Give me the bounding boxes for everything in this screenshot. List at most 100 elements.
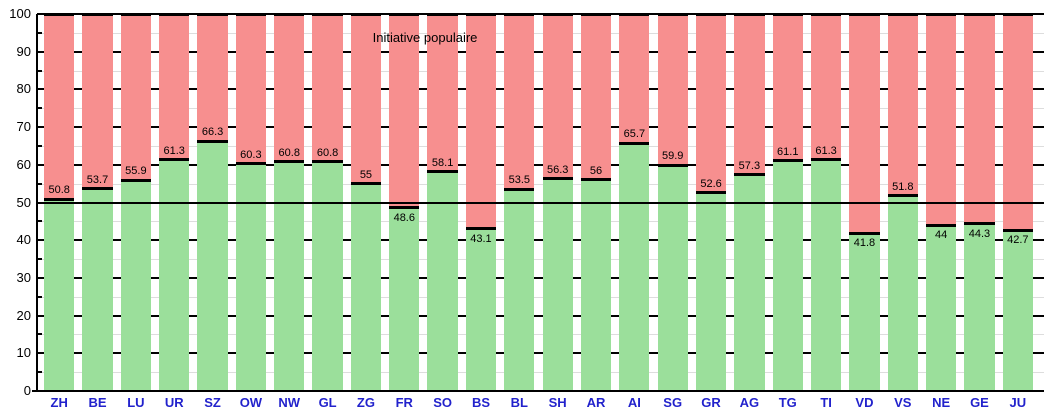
category-label-zg: ZG: [356, 395, 375, 410]
category-label-gr: GR: [701, 395, 721, 410]
y-axis-minor-tick-95: [37, 31, 42, 34]
category-label-ar: AR: [586, 395, 606, 410]
bar-no-segment-fr: [389, 14, 420, 208]
y-tick-label-20: 20: [16, 307, 31, 323]
y-tick-label-50: 50: [16, 194, 31, 210]
x-axis-line: [32, 390, 1044, 392]
category-label-vd: VD: [855, 395, 874, 410]
value-label-bs: 43.1: [470, 232, 492, 245]
y-axis-minor-tick-65: [37, 144, 42, 147]
bar-result-line-sg: [657, 163, 688, 167]
bar-yes-segment-sg: [657, 165, 688, 390]
value-label-zh: 50.8: [48, 184, 70, 197]
bar-yes-segment-sh: [542, 178, 573, 390]
bar-result-line-zh: [44, 197, 75, 201]
bar-yes-segment-ag: [734, 174, 765, 390]
category-label-ag: AG: [739, 395, 760, 410]
category-label-bs: BS: [471, 395, 490, 410]
y-axis-minor-tick-45: [37, 220, 42, 223]
category-label-ju: JU: [1009, 395, 1027, 410]
category-label-fr: FR: [395, 395, 413, 410]
bar-yes-segment-ur: [159, 159, 190, 390]
bar-result-line-ge: [964, 222, 995, 226]
bar-yes-segment-ar: [580, 179, 612, 390]
bar-yes-segment-ti: [810, 159, 842, 390]
major-gridline-60: [37, 163, 1044, 166]
bar-yes-segment-ju: [1002, 230, 1033, 390]
bar-no-segment-tg: [772, 14, 803, 161]
minor-gridline-75: [37, 108, 1044, 110]
bar-no-segment-sh: [542, 14, 573, 179]
category-label-nw: NW: [278, 395, 301, 410]
bar-result-line-gr: [695, 191, 727, 195]
bar-no-segment-ju: [1002, 14, 1033, 231]
category-label-ai: AI: [627, 395, 641, 410]
chart-title: Initiative populaire: [372, 30, 478, 45]
bar-result-line-bl: [504, 187, 535, 191]
y-tick-label-40: 40: [16, 232, 31, 248]
major-gridline-90: [37, 50, 1044, 53]
bar-yes-segment-fr: [389, 207, 420, 390]
category-label-zh: ZH: [50, 395, 68, 410]
bar-result-line-tg: [772, 159, 803, 163]
y-tick-label-10: 10: [16, 345, 31, 361]
value-label-vs: 51.8: [892, 180, 914, 193]
bar-result-line-lu: [120, 178, 151, 182]
y-tick-label-80: 80: [16, 81, 31, 97]
bar-result-line-ne: [925, 223, 957, 227]
y-tick-label-30: 30: [16, 269, 31, 285]
major-gridline-10: [37, 352, 1044, 355]
minor-gridline-5: [37, 372, 1044, 374]
bar-result-line-ai: [619, 141, 650, 145]
minor-gridline-65: [37, 145, 1044, 147]
category-label-sh: SH: [548, 395, 567, 410]
bar-result-line-fr: [389, 206, 420, 210]
value-label-vd: 41.8: [853, 237, 876, 250]
y-axis-minor-tick-55: [37, 182, 42, 185]
category-label-sg: SG: [663, 395, 683, 410]
bar-no-segment-bl: [504, 14, 535, 190]
y-axis-minor-tick-35: [37, 258, 42, 261]
bar-yes-segment-nw: [274, 161, 305, 390]
value-label-tg: 61.1: [777, 145, 799, 158]
bar-no-segment-vs: [887, 14, 918, 196]
minor-gridline-85: [37, 70, 1044, 72]
bar-no-segment-ow: [235, 14, 267, 164]
value-label-sz: 66.3: [201, 126, 224, 139]
bar-no-segment-ar: [580, 14, 612, 180]
value-label-ju: 42.7: [1007, 234, 1029, 247]
bar-yes-segment-zh: [44, 199, 75, 390]
bar-yes-segment-so: [427, 171, 458, 390]
y-axis-minor-tick-25: [37, 295, 42, 298]
y-axis-minor-tick-75: [37, 107, 42, 110]
bar-no-segment-sg: [657, 14, 688, 166]
bar-yes-segment-bl: [504, 189, 535, 390]
bar-yes-segment-tg: [772, 160, 803, 390]
bar-no-segment-gl: [312, 14, 343, 162]
y-tick-label-60: 60: [16, 156, 31, 172]
value-label-ag: 57.3: [738, 159, 761, 172]
major-gridline-80: [37, 88, 1044, 91]
category-label-ti: TI: [820, 395, 832, 410]
bar-no-segment-ge: [964, 14, 995, 224]
value-label-be: 53.7: [86, 173, 109, 186]
value-label-sg: 59.9: [661, 150, 684, 163]
value-label-ti: 61.3: [815, 144, 837, 157]
major-gridline-100: [37, 13, 1044, 15]
y-tick-label-0: 0: [23, 383, 31, 398]
value-label-zg: 55: [359, 168, 373, 181]
category-label-ne: NE: [932, 395, 951, 410]
major-gridline-20: [37, 314, 1044, 317]
bar-result-line-ur: [159, 158, 190, 162]
bar-result-line-be: [82, 187, 113, 191]
bar-yes-segment-gl: [312, 161, 343, 390]
reference-line-50: [37, 201, 1044, 204]
y-axis-line: [36, 14, 38, 391]
bar-no-segment-ur: [159, 14, 190, 160]
bar-no-segment-zh: [44, 14, 75, 200]
category-label-tg: TG: [778, 395, 797, 410]
category-label-so: SO: [433, 395, 453, 410]
minor-gridline-25: [37, 296, 1044, 298]
